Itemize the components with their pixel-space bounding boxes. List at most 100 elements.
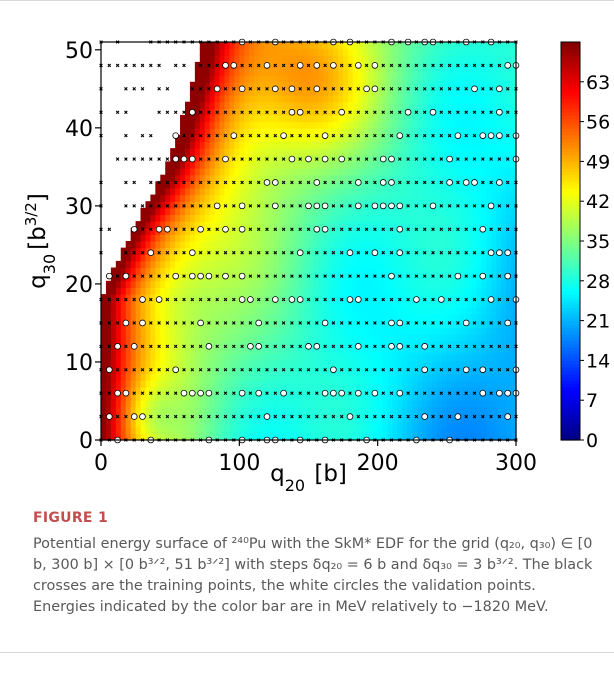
heatmap-cell: [486, 168, 492, 176]
heatmap-cell: [135, 234, 142, 242]
heatmap-cell: [348, 420, 354, 428]
heatmap-cell: [194, 154, 201, 162]
heatmap-cell: [244, 367, 250, 375]
heatmap-cell: [254, 274, 260, 282]
heatmap-cell: [303, 121, 310, 129]
heatmap-cell: [125, 433, 132, 441]
heatmap-cell: [333, 313, 339, 322]
heatmap-cell: [145, 300, 152, 308]
heatmap-cell: [481, 194, 487, 202]
heatmap-cell: [417, 194, 423, 202]
heatmap-cell: [293, 174, 300, 182]
heatmap-cell: [209, 340, 216, 348]
heatmap-cell: [427, 333, 433, 342]
heatmap-cell: [338, 181, 344, 189]
heatmap-cell: [357, 181, 364, 189]
heatmap-cell: [219, 426, 226, 434]
heatmap-cell: [214, 380, 221, 388]
heatmap-cell: [441, 386, 448, 395]
heatmap-cell: [417, 380, 423, 388]
heatmap-cell: [432, 114, 438, 123]
training-point: [472, 391, 477, 395]
heatmap-cell: [486, 108, 492, 116]
heatmap-cell: [412, 108, 418, 116]
heatmap-cell: [511, 201, 517, 209]
training-point: [256, 414, 261, 419]
heatmap-cell: [466, 333, 473, 342]
heatmap-cell: [209, 114, 216, 123]
heatmap-cell: [392, 247, 399, 255]
heatmap-cell: [259, 88, 265, 96]
heatmap-cell: [155, 187, 161, 196]
heatmap-cell: [486, 340, 492, 348]
heatmap-cell: [412, 68, 418, 76]
heatmap-cell: [491, 320, 497, 328]
heatmap-cell: [372, 161, 379, 169]
heatmap-cell: [293, 114, 300, 123]
heatmap-cell: [278, 194, 285, 202]
heatmap-cell: [432, 254, 438, 262]
heatmap-cell: [160, 181, 166, 189]
heatmap-cell: [333, 141, 339, 149]
heatmap-cell: [412, 194, 418, 202]
heatmap-cell: [501, 75, 507, 83]
heatmap-cell: [199, 161, 206, 169]
heatmap-cell: [392, 108, 399, 116]
heatmap-cell: [441, 367, 448, 375]
heatmap-cell: [120, 307, 127, 315]
heatmap-cell: [511, 221, 517, 229]
heatmap-cell: [436, 221, 443, 229]
heatmap-cell: [145, 320, 152, 328]
heatmap-cell: [486, 81, 492, 90]
heatmap-cell: [323, 128, 329, 136]
heatmap-cell: [125, 241, 132, 249]
heatmap-cell: [496, 101, 502, 109]
heatmap-cell: [382, 353, 389, 361]
heatmap-cell: [352, 154, 359, 162]
heatmap-cell: [293, 400, 300, 408]
heatmap-cell: [120, 294, 127, 302]
heatmap-cell: [407, 313, 413, 322]
heatmap-cell: [506, 294, 512, 302]
heatmap-cell: [130, 433, 137, 441]
validation-point: [421, 366, 429, 374]
heatmap-cell: [180, 287, 186, 295]
heatmap-cell: [150, 327, 156, 335]
heatmap-cell: [422, 307, 428, 315]
heatmap-cell: [194, 274, 201, 282]
heatmap-cell: [432, 433, 438, 441]
heatmap-cell: [501, 260, 507, 269]
heatmap-cell: [333, 148, 339, 156]
heatmap-cell: [432, 95, 438, 103]
heatmap-cell: [268, 413, 275, 421]
heatmap-cell: [278, 433, 285, 441]
heatmap-cell: [377, 227, 384, 235]
heatmap-cell: [204, 353, 211, 361]
heatmap-cell: [451, 81, 458, 90]
heatmap-cell: [234, 294, 240, 302]
heatmap-cell: [175, 333, 181, 342]
heatmap-cell: [436, 95, 443, 103]
heatmap-cell: [293, 68, 300, 76]
heatmap-cell: [199, 340, 206, 348]
heatmap-cell: [234, 373, 240, 381]
heatmap-cell: [496, 254, 502, 262]
heatmap-cell: [456, 88, 463, 96]
heatmap-cell: [175, 280, 181, 289]
heatmap-cell: [165, 327, 171, 335]
heatmap-cell: [491, 75, 497, 83]
heatmap-cell: [367, 95, 374, 103]
heatmap-cell: [338, 267, 344, 275]
heatmap-cell: [155, 400, 161, 408]
heatmap-cell: [313, 353, 319, 361]
heatmap-cell: [402, 154, 408, 162]
heatmap-cell: [180, 254, 186, 262]
heatmap-cell: [293, 207, 300, 216]
heatmap-cell: [427, 247, 433, 255]
heatmap-cell: [501, 48, 507, 56]
heatmap-cell: [268, 373, 275, 381]
heatmap-cell: [471, 327, 478, 335]
heatmap-cell: [417, 187, 423, 196]
heatmap-cell: [392, 313, 399, 322]
heatmap-cell: [328, 75, 334, 83]
